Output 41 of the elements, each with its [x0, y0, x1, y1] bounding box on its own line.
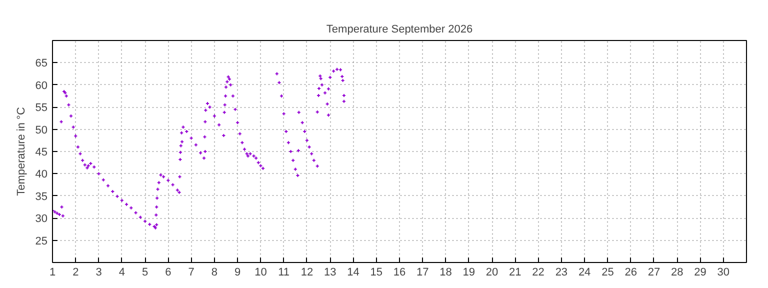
x-tick-label: 4 — [118, 266, 125, 278]
y-axis-title: Temperature in °C — [15, 107, 28, 196]
y-tick-label: 50 — [35, 124, 48, 136]
x-tick-label: 8 — [211, 266, 218, 278]
x-tick-label: 23 — [555, 266, 568, 278]
x-tick-label: 2 — [72, 266, 79, 278]
chart-title: Temperature September 2026 — [326, 24, 473, 36]
x-tick-label: 20 — [486, 266, 498, 278]
x-tick-label: 15 — [370, 266, 382, 278]
x-tick-label: 28 — [670, 266, 684, 278]
x-tick-label: 3 — [96, 266, 102, 278]
x-tick-label: 17 — [416, 266, 429, 278]
x-tick-label: 27 — [648, 266, 660, 278]
x-tick-label: 9 — [234, 266, 241, 278]
y-tick-label: 30 — [35, 213, 48, 226]
x-tick-label: 30 — [717, 266, 730, 278]
y-tick-label: 45 — [35, 146, 48, 158]
x-tick-label: 18 — [440, 266, 452, 278]
x-tick-label: 7 — [188, 266, 194, 278]
y-tick-label: 40 — [35, 168, 48, 181]
x-tick-label: 22 — [532, 266, 544, 278]
y-tick-label: 25 — [35, 235, 48, 248]
x-tick-label: 25 — [602, 266, 614, 278]
y-tick-label: 60 — [35, 80, 48, 92]
x-tick-label: 1 — [49, 266, 56, 278]
x-tick-label: 29 — [694, 266, 706, 278]
x-tick-label: 11 — [278, 266, 290, 278]
x-tick-label: 5 — [142, 266, 148, 278]
x-tick-label: 26 — [624, 266, 637, 278]
x-tick-label: 24 — [578, 266, 591, 278]
x-tick-label: 16 — [393, 266, 406, 278]
x-tick-label: 10 — [254, 266, 267, 278]
y-tick-label: 65 — [35, 58, 48, 70]
x-tick-label: 19 — [462, 266, 476, 278]
x-tick-label: 21 — [509, 266, 522, 278]
x-tick-label: 6 — [165, 266, 172, 278]
x-tick-label: 13 — [324, 266, 336, 278]
x-tick-label: 12 — [300, 266, 314, 278]
y-tick-label: 55 — [35, 102, 48, 114]
x-tick-label: 14 — [347, 266, 360, 278]
y-tick-label: 35 — [35, 190, 48, 203]
